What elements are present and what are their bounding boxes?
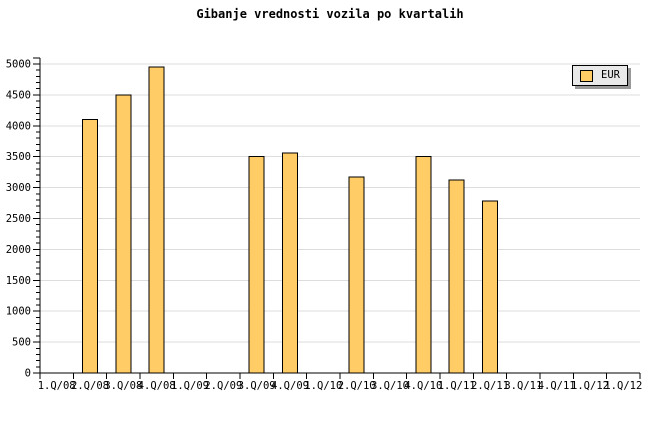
x-axis-label-14-3.Q/11: 3.Q/11: [504, 380, 542, 392]
x-axis-label-17-1.Q/12: 1.Q/12: [604, 380, 642, 392]
x-axis-label-1-2.Q/08: 2.Q/08: [71, 380, 109, 392]
x-axis-label-6-3.Q/09: 3.Q/09: [238, 380, 276, 392]
y-axis-label-5000: 5000: [6, 59, 31, 71]
x-axis-label-10-3.Q/10: 3.Q/10: [371, 380, 409, 392]
y-axis-label-3000: 3000: [6, 182, 31, 194]
x-axis-label-0-1.Q/08: 1.Q/08: [38, 380, 76, 392]
y-axis-label-2000: 2000: [6, 244, 31, 256]
bar-4.Q/10: [415, 156, 432, 374]
bar-3.Q/09: [248, 156, 265, 374]
x-axis-label-11-4.Q/10: 4.Q/10: [404, 380, 442, 392]
x-axis-label-15-4.Q/11: 4.Q/11: [538, 380, 576, 392]
bar-2.Q/11: [482, 200, 498, 374]
bar-4.Q/09: [282, 152, 298, 374]
bar-4.Q/08: [148, 66, 165, 374]
chart-title: Gibanje vrednosti vozila po kvartalih: [196, 7, 464, 21]
x-axis-label-9-2.Q/10: 2.Q/10: [338, 380, 376, 392]
legend-swatch-eur: [580, 69, 593, 82]
x-axis-label-2-3.Q/08: 3.Q/08: [104, 380, 142, 392]
bar-1.Q/11: [448, 179, 465, 374]
x-axis-label-4-1.Q/09: 1.Q/09: [171, 380, 209, 392]
y-axis-label-2500: 2500: [6, 213, 31, 225]
y-axis-label-0: 0: [25, 368, 31, 380]
y-axis-label-4500: 4500: [6, 89, 31, 101]
bar-3.Q/08: [115, 94, 132, 374]
bar-2.Q/10: [348, 176, 365, 374]
x-axis-label-13-2.Q/11: 2.Q/11: [471, 380, 509, 392]
x-axis-label-12-1.Q/11: 1.Q/11: [438, 380, 476, 392]
bar-2.Q/08: [82, 119, 98, 374]
x-axis-label-3-4.Q/08: 4.Q/08: [138, 380, 176, 392]
legend-label: EUR: [601, 69, 620, 82]
y-axis-label-3500: 3500: [6, 151, 31, 163]
x-axis-label-16-1.Q/12: 1.Q/12: [571, 380, 609, 392]
y-axis-label-500: 500: [12, 337, 31, 349]
x-axis-label-8-1.Q/10: 1.Q/10: [304, 380, 342, 392]
y-axis-label-4000: 4000: [6, 120, 31, 132]
legend: EUR: [572, 65, 628, 86]
x-axis-label-5-2.Q/09: 2.Q/09: [204, 380, 242, 392]
x-axis-label-7-4.Q/09: 4.Q/09: [271, 380, 309, 392]
y-axis-label-1000: 1000: [6, 306, 31, 318]
y-axis-label-1500: 1500: [6, 275, 31, 287]
